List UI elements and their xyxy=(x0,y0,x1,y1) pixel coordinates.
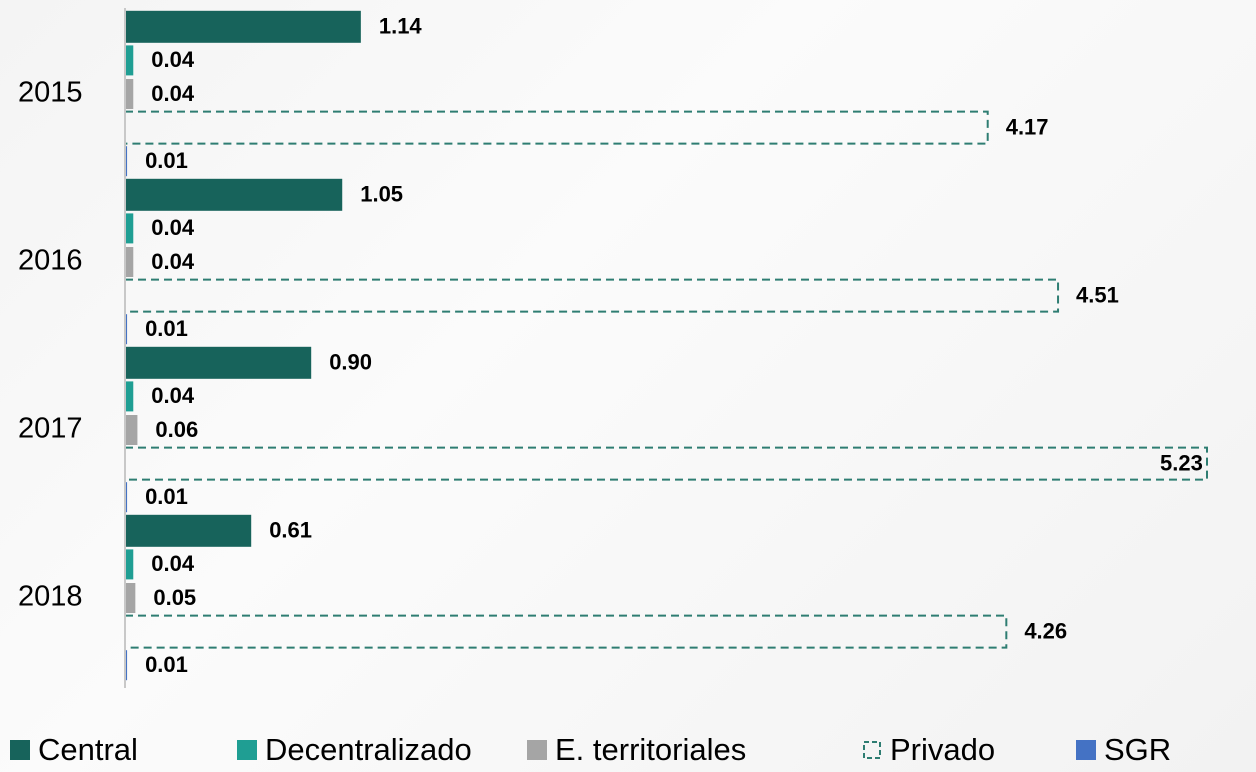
data-label: 4.26 xyxy=(1024,618,1067,643)
bar xyxy=(125,213,134,244)
data-label: 0.01 xyxy=(145,148,188,173)
data-label: 0.01 xyxy=(145,316,188,341)
y-tick-label: 2017 xyxy=(18,413,83,445)
bar xyxy=(124,614,1008,649)
bar xyxy=(125,583,136,613)
legend-swatch xyxy=(527,740,547,760)
data-label: 4.51 xyxy=(1076,282,1119,307)
legend-swatch xyxy=(1076,740,1096,760)
data-label: 0.04 xyxy=(151,215,195,240)
data-label: 0.04 xyxy=(151,47,195,72)
y-tick-label: 2015 xyxy=(18,77,83,109)
data-label: 0.61 xyxy=(269,518,312,543)
legend-label: Privado xyxy=(890,732,995,767)
bar xyxy=(125,247,134,277)
y-tick-label: 2018 xyxy=(18,581,83,613)
data-label: 0.04 xyxy=(151,81,195,106)
bar xyxy=(125,415,138,445)
bar xyxy=(124,110,989,145)
bar xyxy=(125,346,312,379)
data-label: 0.04 xyxy=(151,249,195,274)
legend-label: E. territoriales xyxy=(555,732,746,767)
data-label: 0.01 xyxy=(145,484,188,509)
legend-label: Decentralizado xyxy=(265,732,472,767)
legend-swatch xyxy=(863,741,881,759)
data-label: 1.05 xyxy=(360,182,403,207)
data-label: 0.04 xyxy=(151,551,195,576)
data-label: 0.05 xyxy=(153,585,196,610)
bar xyxy=(125,178,343,211)
bar xyxy=(125,314,128,345)
bar xyxy=(124,278,1060,313)
bar xyxy=(125,482,128,513)
data-label: 0.90 xyxy=(329,350,372,375)
bar xyxy=(125,10,361,43)
bar xyxy=(125,381,134,412)
data-label: 5.23 xyxy=(1160,450,1203,475)
data-label: 0.01 xyxy=(145,652,188,677)
data-label: 0.06 xyxy=(155,417,198,442)
bar xyxy=(125,514,252,547)
data-label: 0.04 xyxy=(151,383,195,408)
legend-label: Central xyxy=(38,732,138,767)
legend-swatch xyxy=(10,740,30,760)
legend-swatch xyxy=(237,740,257,760)
y-tick-label: 2016 xyxy=(18,245,83,277)
bar xyxy=(125,79,134,109)
bar xyxy=(125,146,128,177)
data-label: 1.14 xyxy=(379,14,423,39)
bar xyxy=(125,45,134,76)
data-label: 4.17 xyxy=(1006,114,1049,139)
legend-label: SGR xyxy=(1104,732,1171,767)
bar xyxy=(125,549,134,580)
bar xyxy=(124,446,1208,481)
bar xyxy=(125,650,128,681)
